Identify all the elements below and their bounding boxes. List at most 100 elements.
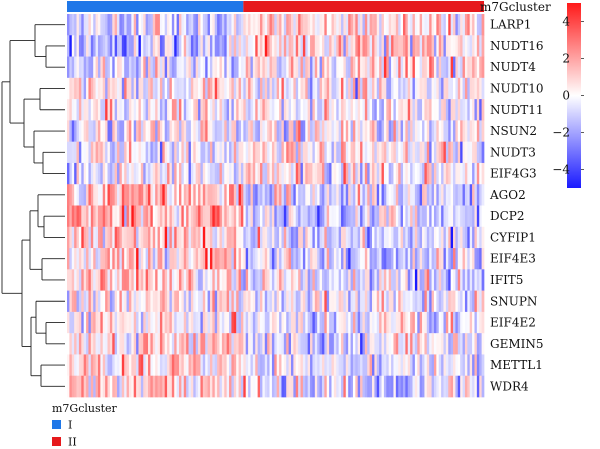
heatmap-cell (472, 14, 475, 36)
heatmap-cell (419, 226, 423, 249)
heatmap-cell (374, 141, 378, 164)
heatmap-cell (124, 35, 127, 57)
heatmap-cell (269, 56, 273, 79)
heatmap-cell (350, 120, 354, 143)
heatmap-cell (143, 120, 146, 143)
heatmap-cell (102, 184, 106, 206)
heatmap-cell (102, 354, 106, 377)
heatmap-cell (453, 184, 456, 206)
heatmap-cell (321, 35, 325, 57)
heatmap-cell (469, 35, 473, 57)
heatmap-cell (88, 248, 92, 270)
heatmap-cell (341, 248, 344, 270)
heatmap-cell (302, 14, 306, 36)
heatmap-cell (321, 162, 325, 185)
heatmap-cell (341, 99, 344, 121)
heatmap-cell (102, 99, 106, 121)
heatmap-cell (171, 120, 175, 143)
heatmap-cell (481, 120, 485, 143)
heatmap-cell (424, 205, 428, 228)
heatmap-cell (90, 311, 94, 334)
heatmap-cell (431, 99, 435, 121)
heatmap-cell (438, 333, 442, 355)
heatmap-cell (476, 56, 480, 79)
heatmap-cell (433, 333, 437, 355)
heatmap-cell (424, 290, 428, 313)
heatmap-cell (362, 248, 366, 270)
heatmap-cell (264, 14, 268, 36)
heatmap-cell (188, 35, 192, 57)
heatmap-cell (93, 311, 96, 334)
heatmap-cell (281, 333, 285, 355)
heatmap-cell (431, 205, 435, 228)
heatmap-cell (74, 290, 77, 313)
row-dendrogram (1, 24, 65, 387)
heatmap-cell (221, 226, 225, 249)
heatmap-cell (355, 290, 359, 313)
heatmap-cell (374, 184, 378, 206)
heatmap-cell (195, 35, 199, 57)
heatmap-cell (88, 14, 92, 36)
heatmap-cell (438, 375, 442, 398)
heatmap-cell (355, 354, 359, 377)
heatmap-cell (95, 269, 99, 291)
heatmap-cell (343, 226, 347, 249)
heatmap-cell (426, 269, 430, 291)
heatmap-cell (290, 269, 294, 291)
heatmap-cell (76, 269, 80, 291)
heatmap-cell (100, 99, 104, 121)
heatmap-cell (381, 375, 385, 398)
heatmap-cell (319, 120, 323, 143)
heatmap-cell (257, 141, 261, 164)
heatmap-cell (174, 269, 177, 291)
heatmap-cell (414, 77, 418, 100)
heatmap-cell (460, 56, 463, 79)
heatmap-cell (226, 77, 230, 100)
heatmap-cell (164, 14, 168, 36)
heatmap-cell (310, 184, 313, 206)
heatmap-cell (453, 333, 456, 355)
heatmap-cell (372, 99, 375, 121)
heatmap-cell (236, 184, 239, 206)
heatmap-cell (107, 56, 111, 79)
heatmap-cell (469, 77, 473, 100)
heatmap-cell (462, 205, 466, 228)
heatmap-cell (374, 248, 378, 270)
heatmap-cell (260, 333, 263, 355)
heatmap-cell (445, 56, 449, 79)
heatmap-cell (181, 141, 185, 164)
heatmap-cell (293, 248, 297, 270)
heatmap-cell (462, 226, 466, 249)
color-scale-tick-label: 0 (562, 89, 570, 103)
heatmap-cell (319, 375, 323, 398)
heatmap-cell (245, 184, 249, 206)
heatmap-cell (240, 99, 244, 121)
heatmap-cell (198, 354, 201, 377)
heatmap-cell (274, 226, 278, 249)
heatmap-cell (305, 269, 309, 291)
heatmap-cell (431, 120, 435, 143)
heatmap-cell (276, 35, 280, 57)
heatmap-cell (217, 311, 220, 334)
heatmap-cell (476, 248, 480, 270)
heatmap-cell (159, 311, 163, 334)
heatmap-cell (357, 120, 361, 143)
heatmap-cell (155, 205, 158, 228)
heatmap-cell (150, 120, 154, 143)
heatmap-cell (212, 269, 216, 291)
heatmap-cell (102, 56, 106, 79)
heatmap-cell (407, 311, 411, 334)
heatmap-cell (188, 226, 192, 249)
heatmap-cell (362, 14, 366, 36)
heatmap-cell (121, 162, 125, 185)
heatmap-cell (422, 333, 425, 355)
heatmap-cell (379, 56, 382, 79)
heatmap-cell (133, 375, 137, 398)
heatmap-cell (436, 162, 440, 185)
heatmap-cell (152, 35, 156, 57)
heatmap-cell (107, 226, 111, 249)
heatmap-cell (109, 56, 113, 79)
heatmap-cell (372, 290, 375, 313)
heatmap-cell (288, 56, 292, 79)
heatmap-cell (302, 35, 306, 57)
